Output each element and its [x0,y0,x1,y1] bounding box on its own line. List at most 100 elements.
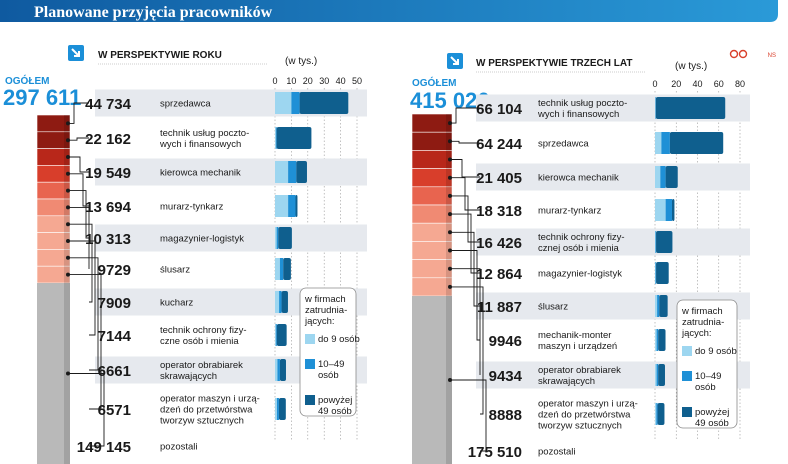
bar-segment-mid [275,127,277,149]
title-bar: Planowane przyjęcia pracowników [0,0,778,22]
bar-segment-large [669,132,724,154]
row-value: 6571 [98,402,131,419]
legend-title: w firmach [304,294,346,305]
row-name: skrawających [538,376,595,387]
bar-segment-large [283,258,291,280]
bar-segment-small [655,262,656,284]
row-name: czne osób i mienia [160,336,239,347]
bar-segment-mid [656,329,659,351]
leader-dot [448,193,452,198]
legend-box [299,287,357,417]
page-title: Planowane przyjęcia pracowników [34,4,273,21]
bar-segment-large [279,359,286,381]
row-name: dzeń do przetwórstwa [160,405,253,416]
leader-dot [448,212,452,217]
row-name: technik usług poczto- [160,128,249,139]
row-name: murarz-tynkarz [160,202,224,213]
row-value: 6661 [98,363,131,380]
bar-segment-mid [657,295,660,317]
leader-dot [66,171,70,176]
row-name: pozostali [538,447,576,458]
leader-line [68,223,93,303]
row-name: dzeń do przetwórstwa [538,410,631,421]
bar-segment-large [299,92,349,114]
leader-line [68,257,99,371]
legend-box [676,299,738,429]
leader-dot [448,230,452,235]
legend-label: 49 osób [695,418,729,429]
row-value: 13 694 [85,199,132,216]
leader-line [450,177,480,211]
bar-segment-small [275,161,289,183]
row-value: 19 549 [85,165,131,182]
leader-dot [66,188,70,193]
arrow-down-right-icon [447,53,463,69]
legend-label: do 9 osób [695,346,737,357]
row-name: mechanik-monter [538,330,611,341]
leader-dot [66,255,70,260]
bar-segment-large [295,195,298,217]
row-name: operator maszyn i urzą- [538,399,638,410]
row-name: kierowca mechanik [160,168,241,179]
stack-segment-other [412,296,452,464]
row-name: technik usług poczto- [538,98,627,109]
legend-swatch [682,346,692,356]
row-name: murarz-tynkarz [538,206,602,217]
x-tick-label: 40 [336,76,346,86]
leader-line [68,274,102,410]
row-band [476,163,750,191]
x-tick-label: 20 [671,79,681,89]
legend-label: powyżej [695,407,729,418]
bar-segment-large [278,227,292,249]
row-name: cznej osób i mienia [538,243,620,254]
legend-label: osób [318,370,339,381]
bar-segment-small [655,199,666,221]
row-name: technik ochrony fizy- [538,232,625,243]
legend-label: osób [695,382,716,393]
credit-text: NS [768,53,776,59]
row-name: ślusarz [160,265,190,276]
leader-line [68,240,96,336]
leader-dot [66,138,70,143]
row-value: 8888 [489,407,522,424]
x-tick-label: 0 [652,79,657,89]
bar-segment-mid [661,132,670,154]
total-label: OGÓŁEM [5,74,49,87]
unit-label: (w tys.) [675,61,707,72]
row-value: 10 313 [85,231,131,248]
bar-segment-large [672,199,675,221]
leader-dot [448,284,452,289]
bar-segment-large [658,329,666,351]
bar-segment-large [657,403,665,425]
row-value: 175 510 [468,444,522,461]
row-value: 7144 [98,328,132,345]
leader-line [450,268,481,375]
bar-segment-large [276,324,287,346]
row-value: 44 734 [85,96,132,113]
bar-segment-mid [655,231,657,253]
unit-label: (w tys.) [285,56,317,67]
bar-segment-large [281,291,288,313]
row-name: pozostali [160,442,198,453]
leader-dot [66,222,70,227]
row-name: sprzedawca [538,139,589,150]
bar-segment-small [275,291,280,313]
legend-label: 10–49 [318,359,344,370]
leader-dot [66,121,70,126]
row-name: wych i finansowych [537,109,619,120]
row-name: tworzyw sztucznych [538,421,622,432]
x-tick-label: 40 [692,79,702,89]
row-value: 9729 [98,262,131,279]
legend-title: jących: [681,328,712,339]
leader-dot [448,378,452,382]
leader-dot [448,266,452,271]
row-value: 21 405 [476,170,522,187]
row-value: 149 145 [77,439,131,456]
bar-segment-mid [660,166,666,188]
legend-label: 10–49 [695,371,721,382]
bar-segment-large [656,231,673,253]
leader-line [450,159,480,178]
